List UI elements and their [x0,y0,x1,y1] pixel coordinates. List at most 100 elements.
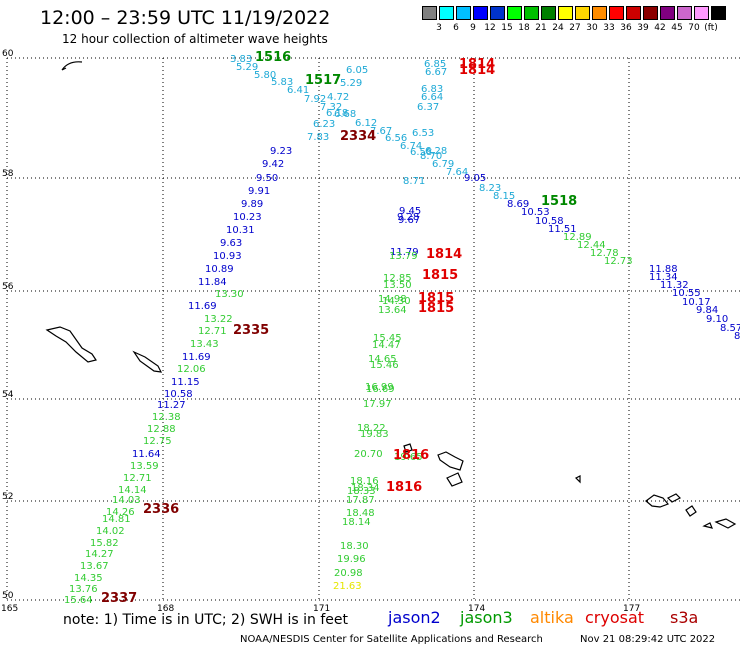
wave-height-label: 18.22 [357,423,386,434]
wave-height-tracks: 3.835.295.805.836.417.927.326.186.237.83… [64,50,740,606]
legend-swatch [575,6,590,20]
wave-height-label: 14.27 [85,549,114,560]
wave-height-label: 11.69 [188,301,217,312]
page-title: 12:00 – 23:59 UTC 11/19/2022 [40,7,331,29]
wave-height-label: 11.88 [649,264,678,275]
wave-height-label: 14.35 [74,573,103,584]
wave-height-label: 8.70 [420,151,442,162]
legend-swatch [694,6,709,20]
page-subtitle: 12 hour collection of altimeter wave hei… [62,32,328,46]
track-yellow-c: 21.63 [333,581,362,592]
legend-label: 27 [569,23,581,33]
wave-height-label: 6.68 [334,109,356,120]
coastline-aleutian-3 [403,443,413,453]
satellite-jason3: jason3 [460,608,513,627]
wave-height-label: 13.59 [130,461,159,472]
wave-height-label: 7.83 [307,132,329,143]
legend-swatch [609,6,624,20]
wave-height-label: 14.30 [382,296,411,307]
coastline-aleutian-5 [645,494,670,508]
legend-label: 45 [671,23,683,33]
track-cyan-e: 6.05 5.29 4.72 6.686.127.676.56 6.53 6.746.58… [327,65,515,202]
wave-height-label: 6.18 [326,108,348,119]
wave-height-label: 19.83 [360,429,389,440]
wave-height-label: 5.29 [340,78,362,89]
pass-time-label: 1814 [459,57,495,72]
wave-height-label: 11.51 [548,224,577,235]
wave-height-label: 14.14 [118,485,147,496]
wave-height-label: 5.29 [236,62,258,73]
wave-height-label: 9.05 [464,173,486,184]
wave-height-label: 6.85 [424,59,446,70]
wave-height-label: 6.58 [410,147,432,158]
wave-height-label: 9.50 [256,173,278,184]
wave-height-label: 14.65 [368,354,397,365]
wave-height-label: 15.45 [373,333,402,344]
pass-time-label: 2334 [340,129,376,144]
wave-height-label: 7.32 [320,102,342,113]
wave-height-label: 10.23 [233,212,262,223]
wave-height-label: 10.89 [205,264,234,275]
legend-label: 36 [620,23,632,33]
legend-label: (ft) [704,23,718,33]
track-cyan-w: 3.835.295.805.836.417.927.326.186.23 7.83 [230,54,348,143]
wave-height-label: 16.69 [366,384,395,395]
wave-height-label: 12.44 [577,240,606,251]
wave-height-label: 8.71 [403,176,425,187]
coastline-island-small [132,350,163,373]
wave-height-label: 8.69 [507,199,529,210]
wave-height-label: 12.89 [563,232,592,243]
wave-height-label: 12.06 [177,364,206,375]
wave-height-label: 15.64 [64,595,93,606]
wave-height-label: 12.73 [604,256,633,267]
wave-height-label: 13.22 [204,314,233,325]
wave-height-label: 6.67 [425,67,447,78]
legend-swatch [711,6,726,20]
legend-swatch [558,6,573,20]
pass-time-label: 2337 [101,591,137,606]
note-text: note: 1) Time is in UTC; 2) SWH is in fe… [63,612,349,628]
pass-time-label: 1518 [541,194,577,209]
wave-height-label: 17.97 [363,399,392,410]
coastline-alaska-nw [61,61,83,71]
lon-tick-label: 171 [313,604,330,614]
wave-height-label: 13.43 [190,339,219,350]
pass-time-label: 1814 [426,247,462,262]
legend-swatch [439,6,454,20]
legend-label: 30 [586,23,598,33]
wave-height-label: 9.42 [262,159,284,170]
pass-time-label: 1816 [393,448,429,463]
coastline [45,61,737,529]
wave-height-label: 10.58 [535,216,564,227]
legend-label: 18 [518,23,530,33]
wave-height-label: 9.91 [248,186,270,197]
pass-time-label: 1814 [459,63,495,78]
pass-time-label: 1815 [418,291,454,306]
wave-height-label: 18.30 [340,541,369,552]
wave-height-label: 15.46 [370,360,399,371]
wave-height-label: 9.23 [270,146,292,157]
coastline-aleutian-7 [685,505,697,517]
wave-height-label: 10.58 [164,389,193,400]
wave-height-label: 12.75 [143,436,172,447]
wave-height-label: 12.88 [147,424,176,435]
pass-time-label: 2336 [143,502,179,517]
track-blue-c: 9.058.6910.5310.5811.5111.8811.3411.3210… [464,173,740,342]
wave-height-label: 14.81 [102,514,131,525]
wave-height-label: 5.83 [271,77,293,88]
satellite-altika: altika [530,608,574,627]
wave-height-label: 17.87 [346,495,375,506]
coastline-aleutian-9 [702,522,713,529]
lat-tick-label: 60 [2,49,14,59]
pass-time-label: 1517 [305,73,341,88]
wave-height-label: 9.45 [399,206,421,217]
legend-label: 24 [552,23,564,33]
wave-height-label: 11.32 [660,280,689,291]
wave-height-label: 5.80 [254,70,276,81]
wave-height-label: 7.64 [446,167,468,178]
wave-height-label: 10.17 [682,297,711,308]
wave-height-label: 10.55 [672,288,701,299]
wave-height-label: 18.34 [351,483,380,494]
lat-tick-label: 54 [2,390,14,400]
